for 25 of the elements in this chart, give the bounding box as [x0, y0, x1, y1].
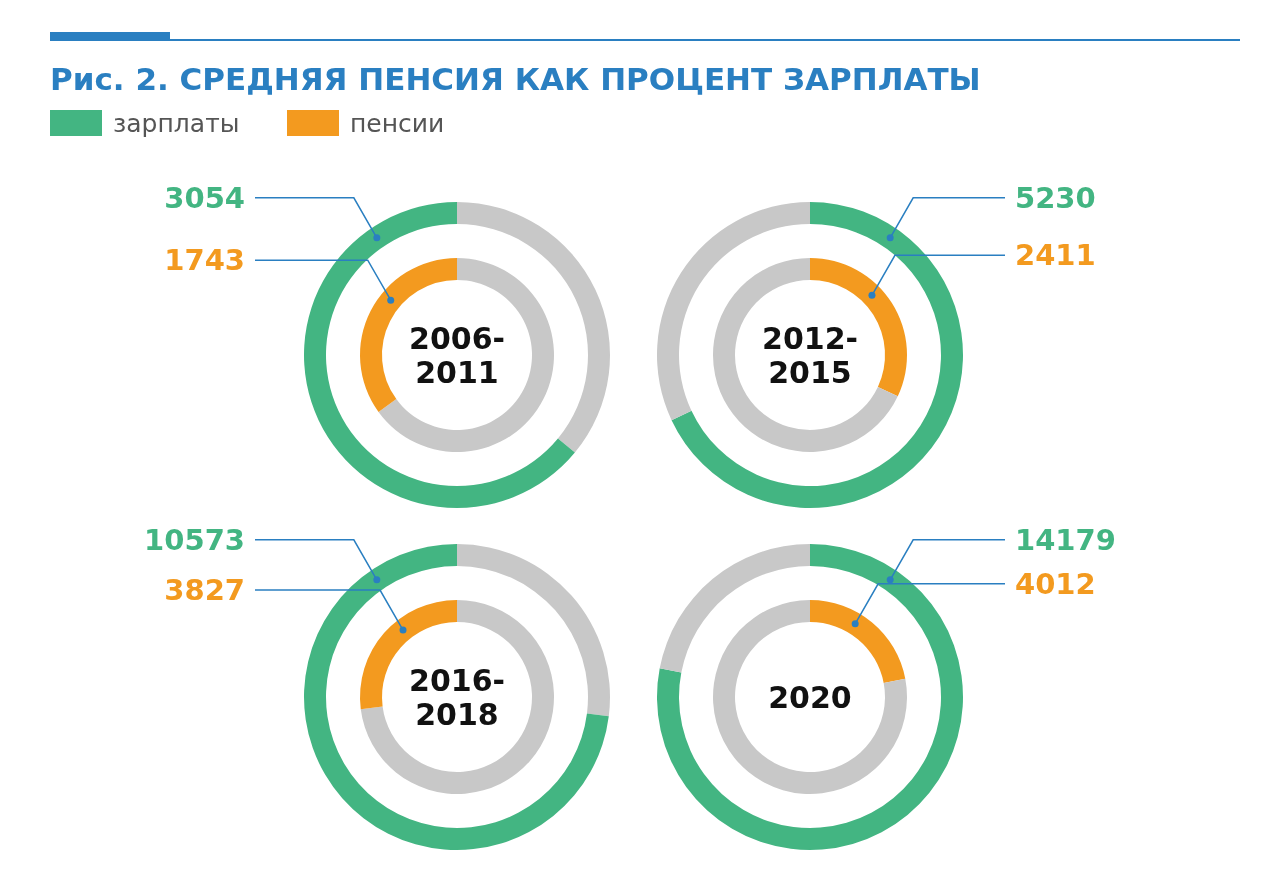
donut-slice — [657, 544, 963, 850]
text: 4012 — [1015, 566, 1096, 601]
donut-slice — [671, 202, 963, 508]
donut-slice — [378, 258, 554, 452]
text: 3054 — [164, 180, 245, 215]
donut-slice — [304, 202, 575, 508]
text: 3827 — [164, 573, 245, 608]
donut-slice — [304, 544, 609, 850]
text: 5230 — [1015, 180, 1096, 215]
text: 2411 — [1015, 238, 1096, 273]
text: 1743 — [164, 243, 245, 278]
donut-slice — [810, 600, 906, 683]
donut-slice — [659, 544, 810, 673]
text: 2016-2018 — [409, 662, 505, 732]
text: 10573 — [144, 522, 245, 557]
text: 2020 — [768, 679, 852, 715]
text: 2012-2015 — [762, 320, 858, 390]
legend-label: зарплаты — [113, 108, 240, 138]
donut-slice — [713, 258, 898, 452]
donut-slice — [360, 600, 554, 794]
text: 2006-2011 — [409, 320, 505, 390]
text: 14179 — [1015, 522, 1116, 557]
donut-slice — [713, 600, 907, 794]
legend-label: пенсии — [350, 108, 445, 138]
chart-title: Рис. 2. СРЕДНЯЯ ПЕНСИЯ КАК ПРОЦЕНТ ЗАРПЛАТЫ — [50, 61, 981, 97]
